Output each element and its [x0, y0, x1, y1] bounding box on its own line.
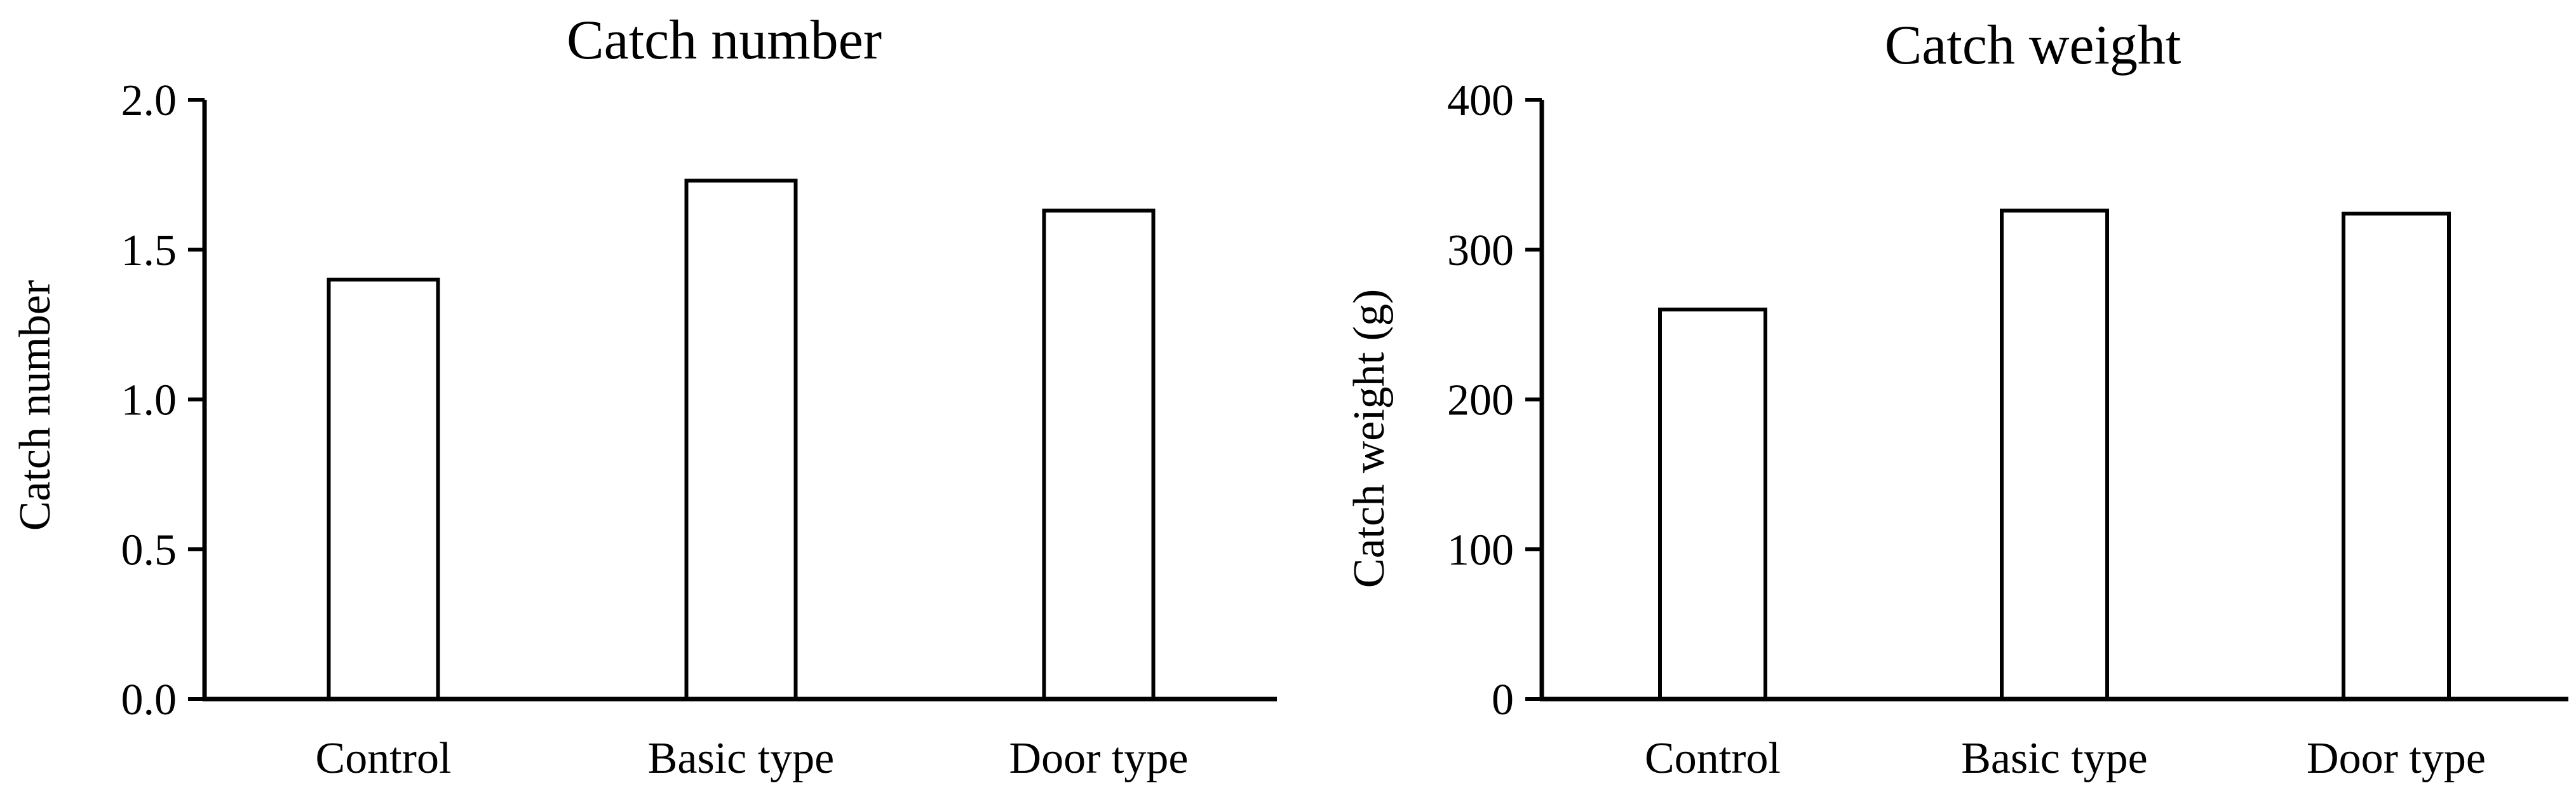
- x-category-label: Control: [316, 734, 452, 783]
- y-tick-label: 0.5: [121, 526, 177, 574]
- axes: [202, 100, 1277, 702]
- x-category-label: Door type: [2307, 734, 2486, 783]
- y-axis-label: Catch weight (g): [1345, 289, 1394, 588]
- x-axis-categories: Control Basic type Door type: [316, 734, 1189, 783]
- bar-basic-type: [2000, 208, 2109, 701]
- bar-control: [1658, 308, 1767, 701]
- chart-title: Catch number: [567, 10, 882, 71]
- y-axis-ticks: 0.0 0.5 1.0 1.5 2.0: [121, 76, 205, 724]
- bar-basic-type: [684, 179, 798, 701]
- x-axis-categories: Control Basic type Door type: [1645, 734, 2486, 783]
- bar-door-type: [1042, 208, 1156, 701]
- y-tick-label: 300: [1447, 226, 1514, 275]
- x-category-label: Door type: [1009, 734, 1189, 783]
- y-tick-label: 1.0: [121, 376, 177, 425]
- y-tick-label: 100: [1447, 526, 1514, 574]
- bars: [1658, 208, 2451, 702]
- bar-control: [327, 277, 440, 701]
- y-axis-ticks: 0 100 200 300 400: [1447, 76, 1542, 724]
- x-category-label: Basic type: [1961, 734, 2148, 783]
- y-tick-label: 200: [1447, 376, 1514, 425]
- x-category-label: Control: [1645, 734, 1781, 783]
- axes: [1539, 100, 2568, 702]
- catch-number-chart: Catch number Catch number 0.0 0.5 1.0 1.5 2.…: [11, 10, 1277, 783]
- y-tick-label: 400: [1447, 76, 1514, 125]
- y-tick-label: 0.0: [121, 676, 177, 724]
- y-tick-label: 0: [1492, 676, 1514, 724]
- bars: [327, 179, 1156, 701]
- bar-door-type: [2342, 212, 2451, 702]
- catch-weight-chart: Catch weight Catch weight (g) 0 100 200 300…: [1345, 15, 2568, 783]
- y-tick-label: 2.0: [121, 76, 177, 125]
- chart-title: Catch weight: [1885, 15, 2182, 76]
- y-axis-label: Catch number: [11, 280, 60, 531]
- x-category-label: Basic type: [648, 734, 835, 783]
- y-tick-label: 1.5: [121, 226, 177, 275]
